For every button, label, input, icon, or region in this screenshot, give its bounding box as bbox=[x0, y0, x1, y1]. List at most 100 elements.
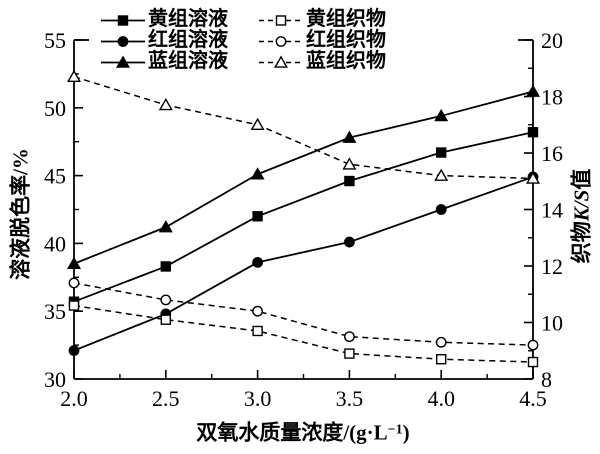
legend-marker-red-fabric bbox=[275, 35, 287, 47]
marker-triangle-blue-fabric bbox=[434, 168, 449, 181]
marker-circle-red-solution bbox=[343, 236, 355, 248]
x-axis-title-pre: 双氧水质量浓度/(g·L bbox=[196, 420, 388, 445]
marker-square-yellow-solution bbox=[344, 175, 355, 187]
legend-marker-yellow-solution bbox=[117, 14, 129, 26]
x-tick-label: 3.5 bbox=[336, 386, 364, 411]
legend-item-red-solution: 红组溶液 bbox=[100, 30, 258, 51]
legend-label-yellow-solution: 黄组溶液 bbox=[148, 8, 228, 30]
left-tick-label: 55 bbox=[44, 28, 66, 53]
series-line-yellow-fabric bbox=[73, 304, 534, 363]
x-tick-label: 2.5 bbox=[152, 386, 180, 411]
marker-triangle-blue-fabric bbox=[342, 157, 357, 170]
marker-circle-red-solution bbox=[252, 256, 264, 268]
marker-square-yellow-solution bbox=[436, 147, 447, 158]
right-tick-label: 20 bbox=[541, 28, 563, 53]
left-tick-label: 40 bbox=[44, 231, 66, 256]
marker-circle-red-solution bbox=[68, 345, 80, 356]
marker-triangle-blue-solution bbox=[525, 84, 541, 97]
marker-circle-red-fabric bbox=[527, 339, 539, 351]
right-axis-title: 织物K/S值 bbox=[569, 168, 594, 264]
left-axis-title: 溶液脱色率/% bbox=[8, 148, 33, 280]
legend-row: 蓝组溶液 蓝组织物 bbox=[100, 51, 386, 72]
legend-label-red-solution: 红组溶液 bbox=[148, 29, 228, 51]
marker-square-yellow-fabric bbox=[252, 325, 263, 337]
left-tick-label: 30 bbox=[44, 367, 66, 392]
marker-circle-red-fabric bbox=[343, 331, 355, 343]
x-tick-label: 4.5 bbox=[519, 386, 547, 411]
legend-marker-blue-fabric bbox=[273, 54, 289, 68]
right-tick-label: 10 bbox=[541, 311, 563, 336]
marker-square-yellow-fabric bbox=[344, 348, 355, 359]
legend-row: 黄组溶液 黄组织物 bbox=[100, 9, 386, 30]
marker-square-yellow-fabric bbox=[68, 300, 80, 311]
legend-label-blue-fabric: 蓝组织物 bbox=[306, 50, 386, 72]
x-tick-label: 3.0 bbox=[244, 386, 272, 411]
legend-label-blue-solution: 蓝组溶液 bbox=[148, 50, 228, 72]
legend: 黄组溶液 黄组织物红组溶液 红组织物蓝组溶液 蓝组织物 bbox=[100, 9, 386, 72]
legend-marker-yellow-fabric bbox=[275, 14, 287, 26]
legend-marker-blue-solution bbox=[115, 54, 131, 68]
marker-triangle-blue-fabric bbox=[158, 97, 173, 111]
legend-item-blue-solution: 蓝组溶液 bbox=[100, 51, 258, 72]
x-axis-title-post: ) bbox=[402, 420, 410, 445]
legend-label-red-fabric: 红组织物 bbox=[306, 29, 386, 51]
right-tick-label: 14 bbox=[541, 198, 563, 223]
marker-circle-red-fabric bbox=[435, 336, 447, 348]
right-axis-title-post: 值 bbox=[569, 168, 594, 190]
series-line-blue-fabric bbox=[73, 76, 534, 180]
marker-circle-red-fabric bbox=[252, 305, 264, 317]
x-tick-label: 2.0 bbox=[60, 386, 88, 411]
marker-triangle-blue-solution bbox=[250, 167, 265, 180]
legend-sample-dashed-circle-icon bbox=[259, 35, 303, 47]
marker-triangle-blue-solution bbox=[158, 220, 173, 233]
x-tick-label: 4.0 bbox=[427, 386, 455, 411]
marker-circle-red-fabric bbox=[68, 277, 80, 289]
marker-triangle-blue-solution bbox=[434, 108, 449, 122]
legend-row: 红组溶液 红组织物 bbox=[100, 30, 386, 51]
marker-triangle-blue-fabric bbox=[525, 171, 541, 184]
series-red-solution bbox=[68, 171, 539, 356]
series-line-red-solution bbox=[73, 176, 534, 352]
legend-item-yellow-fabric: 黄组织物 bbox=[258, 9, 386, 30]
marker-square-yellow-fabric bbox=[527, 356, 539, 368]
series-yellow-solution bbox=[68, 127, 539, 307]
right-axis-title-pre: 织物 bbox=[569, 221, 594, 264]
right-axis-title-ks: K/S bbox=[569, 189, 594, 222]
marker-triangle-blue-fabric bbox=[250, 117, 265, 131]
marker-triangle-blue-solution bbox=[342, 130, 357, 143]
marker-square-yellow-fabric bbox=[160, 314, 172, 325]
series-line-yellow-solution bbox=[73, 131, 534, 303]
series-line-blue-solution bbox=[73, 90, 534, 265]
right-tick-label: 8 bbox=[541, 367, 552, 392]
right-tick-label: 18 bbox=[541, 85, 563, 110]
series-blue-fabric bbox=[66, 69, 541, 184]
legend-marker-red-solution bbox=[117, 35, 129, 47]
x-axis-title-superscript: −1 bbox=[387, 422, 403, 438]
marker-square-yellow-fabric bbox=[436, 354, 447, 365]
series-red-fabric bbox=[68, 277, 539, 351]
right-tick-label: 12 bbox=[541, 254, 563, 279]
x-axis-title: 双氧水质量浓度/(g·L−1) bbox=[196, 420, 410, 445]
series-yellow-fabric bbox=[68, 300, 539, 368]
marker-square-yellow-solution bbox=[527, 127, 539, 138]
marker-square-yellow-solution bbox=[160, 261, 172, 272]
left-tick-label: 45 bbox=[44, 164, 66, 189]
legend-item-red-fabric: 红组织物 bbox=[258, 30, 386, 51]
legend-sample-solid-triangle-icon bbox=[101, 54, 145, 68]
left-tick-label: 35 bbox=[44, 299, 66, 324]
legend-label-yellow-fabric: 黄组织物 bbox=[306, 8, 386, 30]
legend-item-yellow-solution: 黄组溶液 bbox=[100, 9, 258, 30]
right-tick-label: 16 bbox=[541, 141, 563, 166]
legend-sample-solid-circle-icon bbox=[101, 35, 145, 47]
marker-circle-red-fabric bbox=[160, 294, 172, 306]
legend-item-blue-fabric: 蓝组织物 bbox=[258, 51, 386, 72]
marker-triangle-blue-solution bbox=[66, 256, 82, 270]
legend-sample-solid-square-icon bbox=[101, 14, 145, 26]
left-tick-label: 50 bbox=[44, 96, 66, 121]
series-blue-solution bbox=[66, 84, 541, 270]
marker-circle-red-solution bbox=[435, 204, 447, 215]
marker-triangle-blue-fabric bbox=[66, 69, 82, 83]
legend-sample-dashed-triangle-icon bbox=[259, 54, 303, 68]
